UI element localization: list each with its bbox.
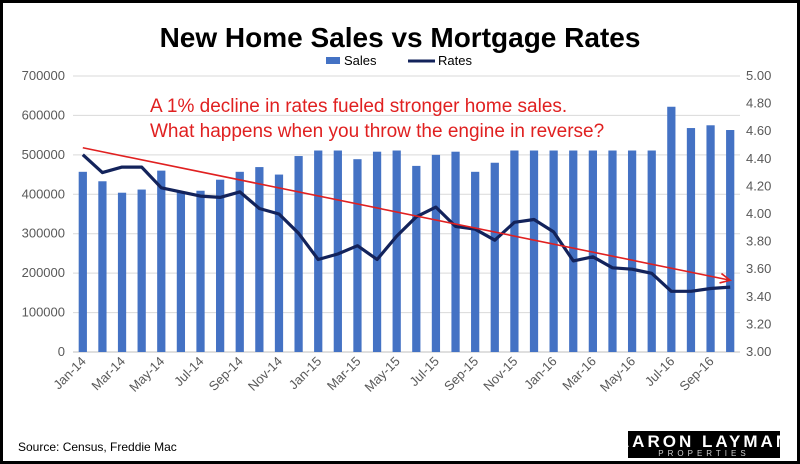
sales-bar	[137, 189, 146, 352]
right-axis-ticks: 3.00 3.20 3.40 3.60 3.80 4.00 4.20 4.40 4.60 4.80…	[746, 68, 771, 359]
right-tick-label: 4.80	[746, 96, 771, 111]
sales-bar	[196, 190, 205, 352]
x-tick-label: Jul-15	[406, 354, 442, 390]
left-tick-label: 0	[58, 344, 65, 359]
right-tick-label: 4.40	[746, 151, 771, 166]
left-tick-label: 200000	[22, 265, 65, 280]
sales-bar	[333, 150, 342, 352]
source-note: Source: Census, Freddie Mac	[18, 440, 177, 454]
sales-bar	[510, 150, 519, 352]
sales-bar	[667, 106, 676, 352]
left-tick-label: 400000	[22, 186, 65, 201]
x-tick-label: Jan-15	[286, 354, 325, 393]
sales-bar	[294, 156, 303, 352]
x-tick-label: Mar-15	[324, 354, 364, 394]
right-tick-label: 4.60	[746, 123, 771, 138]
sales-bar	[235, 171, 244, 352]
sales-bar	[608, 150, 617, 352]
sales-bar	[255, 167, 264, 352]
trend-arrow-head	[719, 272, 732, 284]
left-tick-label: 100000	[22, 305, 65, 320]
chart-title: New Home Sales vs Mortgage Rates	[160, 22, 641, 53]
sales-bar	[726, 130, 735, 352]
sales-bar	[372, 151, 382, 352]
sales-bar	[157, 170, 166, 352]
legend: Sales Rates	[326, 53, 472, 68]
x-tick-label: May-14	[126, 354, 167, 395]
sales-bar	[392, 150, 401, 352]
right-tick-label: 4.00	[746, 206, 771, 221]
left-tick-label: 500000	[22, 147, 65, 162]
annotation-line-1: A 1% decline in rates fueled stronger ho…	[150, 96, 567, 117]
left-axis-ticks: 0 100000 200000 300000 400000 500000 600000 700…	[22, 68, 65, 359]
left-tick-label: 600000	[22, 107, 65, 122]
sales-bar	[353, 159, 362, 352]
sales-bar	[78, 171, 87, 352]
x-tick-label: Mar-16	[559, 354, 599, 394]
right-tick-label: 5.00	[746, 68, 771, 83]
rates-series	[81, 153, 731, 293]
right-tick-label: 3.20	[746, 316, 771, 331]
sales-bar	[588, 150, 597, 352]
x-tick-label: May-15	[362, 354, 403, 395]
trend-arrow	[82, 146, 731, 282]
sales-bar	[490, 162, 499, 352]
sales-bar	[451, 151, 460, 352]
brand-logo: AARON LAYMAN PROPERTIES	[617, 431, 791, 458]
sales-bar	[314, 150, 323, 352]
legend-rates-label: Rates	[438, 53, 472, 68]
sales-bar	[549, 150, 558, 352]
sales-bar	[412, 165, 421, 352]
left-tick-label: 300000	[22, 226, 65, 241]
x-tick-label: Jul-14	[171, 354, 207, 390]
x-tick-label: Jan-16	[521, 354, 560, 393]
logo-subtitle: PROPERTIES	[658, 449, 749, 458]
logo-name: AARON LAYMAN	[617, 432, 791, 451]
x-tick-label: Sep-15	[441, 354, 481, 394]
sales-bar	[176, 191, 186, 352]
annotation-line-2: What happens when you throw the engine i…	[150, 121, 604, 142]
x-tick-label: May-16	[597, 354, 638, 395]
sales-bar	[627, 150, 637, 352]
right-tick-label: 3.60	[746, 261, 771, 276]
sales-bar	[569, 150, 578, 352]
sales-bar	[216, 179, 225, 352]
legend-sales-swatch	[326, 57, 340, 64]
x-tick-label: Sep-16	[676, 354, 716, 394]
sales-bar	[117, 192, 127, 352]
x-tick-label: Nov-14	[245, 354, 285, 394]
x-tick-label: Nov-15	[480, 354, 520, 394]
sales-bar	[647, 150, 656, 352]
x-tick-label: Jan-14	[50, 354, 89, 393]
sales-bar	[431, 154, 441, 352]
sales-bar	[98, 181, 107, 352]
sales-bars	[78, 106, 735, 353]
rates-line	[81, 153, 731, 293]
x-tick-label: Sep-14	[206, 354, 246, 394]
right-tick-label: 3.40	[746, 289, 771, 304]
right-tick-label: 3.00	[746, 344, 771, 359]
trend-arrow-group	[82, 146, 732, 284]
sales-bar	[471, 171, 480, 352]
x-tick-label: Jul-16	[642, 354, 678, 390]
right-tick-label: 3.80	[746, 234, 771, 249]
left-tick-label: 700000	[22, 68, 65, 83]
x-tick-label: Mar-14	[88, 354, 128, 394]
legend-sales-label: Sales	[344, 53, 377, 68]
sales-bar	[706, 125, 715, 353]
sales-bar	[529, 150, 539, 352]
right-tick-label: 4.20	[746, 178, 771, 193]
sales-bar	[274, 174, 284, 352]
logo-background	[628, 431, 780, 458]
sales-bar	[686, 128, 696, 352]
